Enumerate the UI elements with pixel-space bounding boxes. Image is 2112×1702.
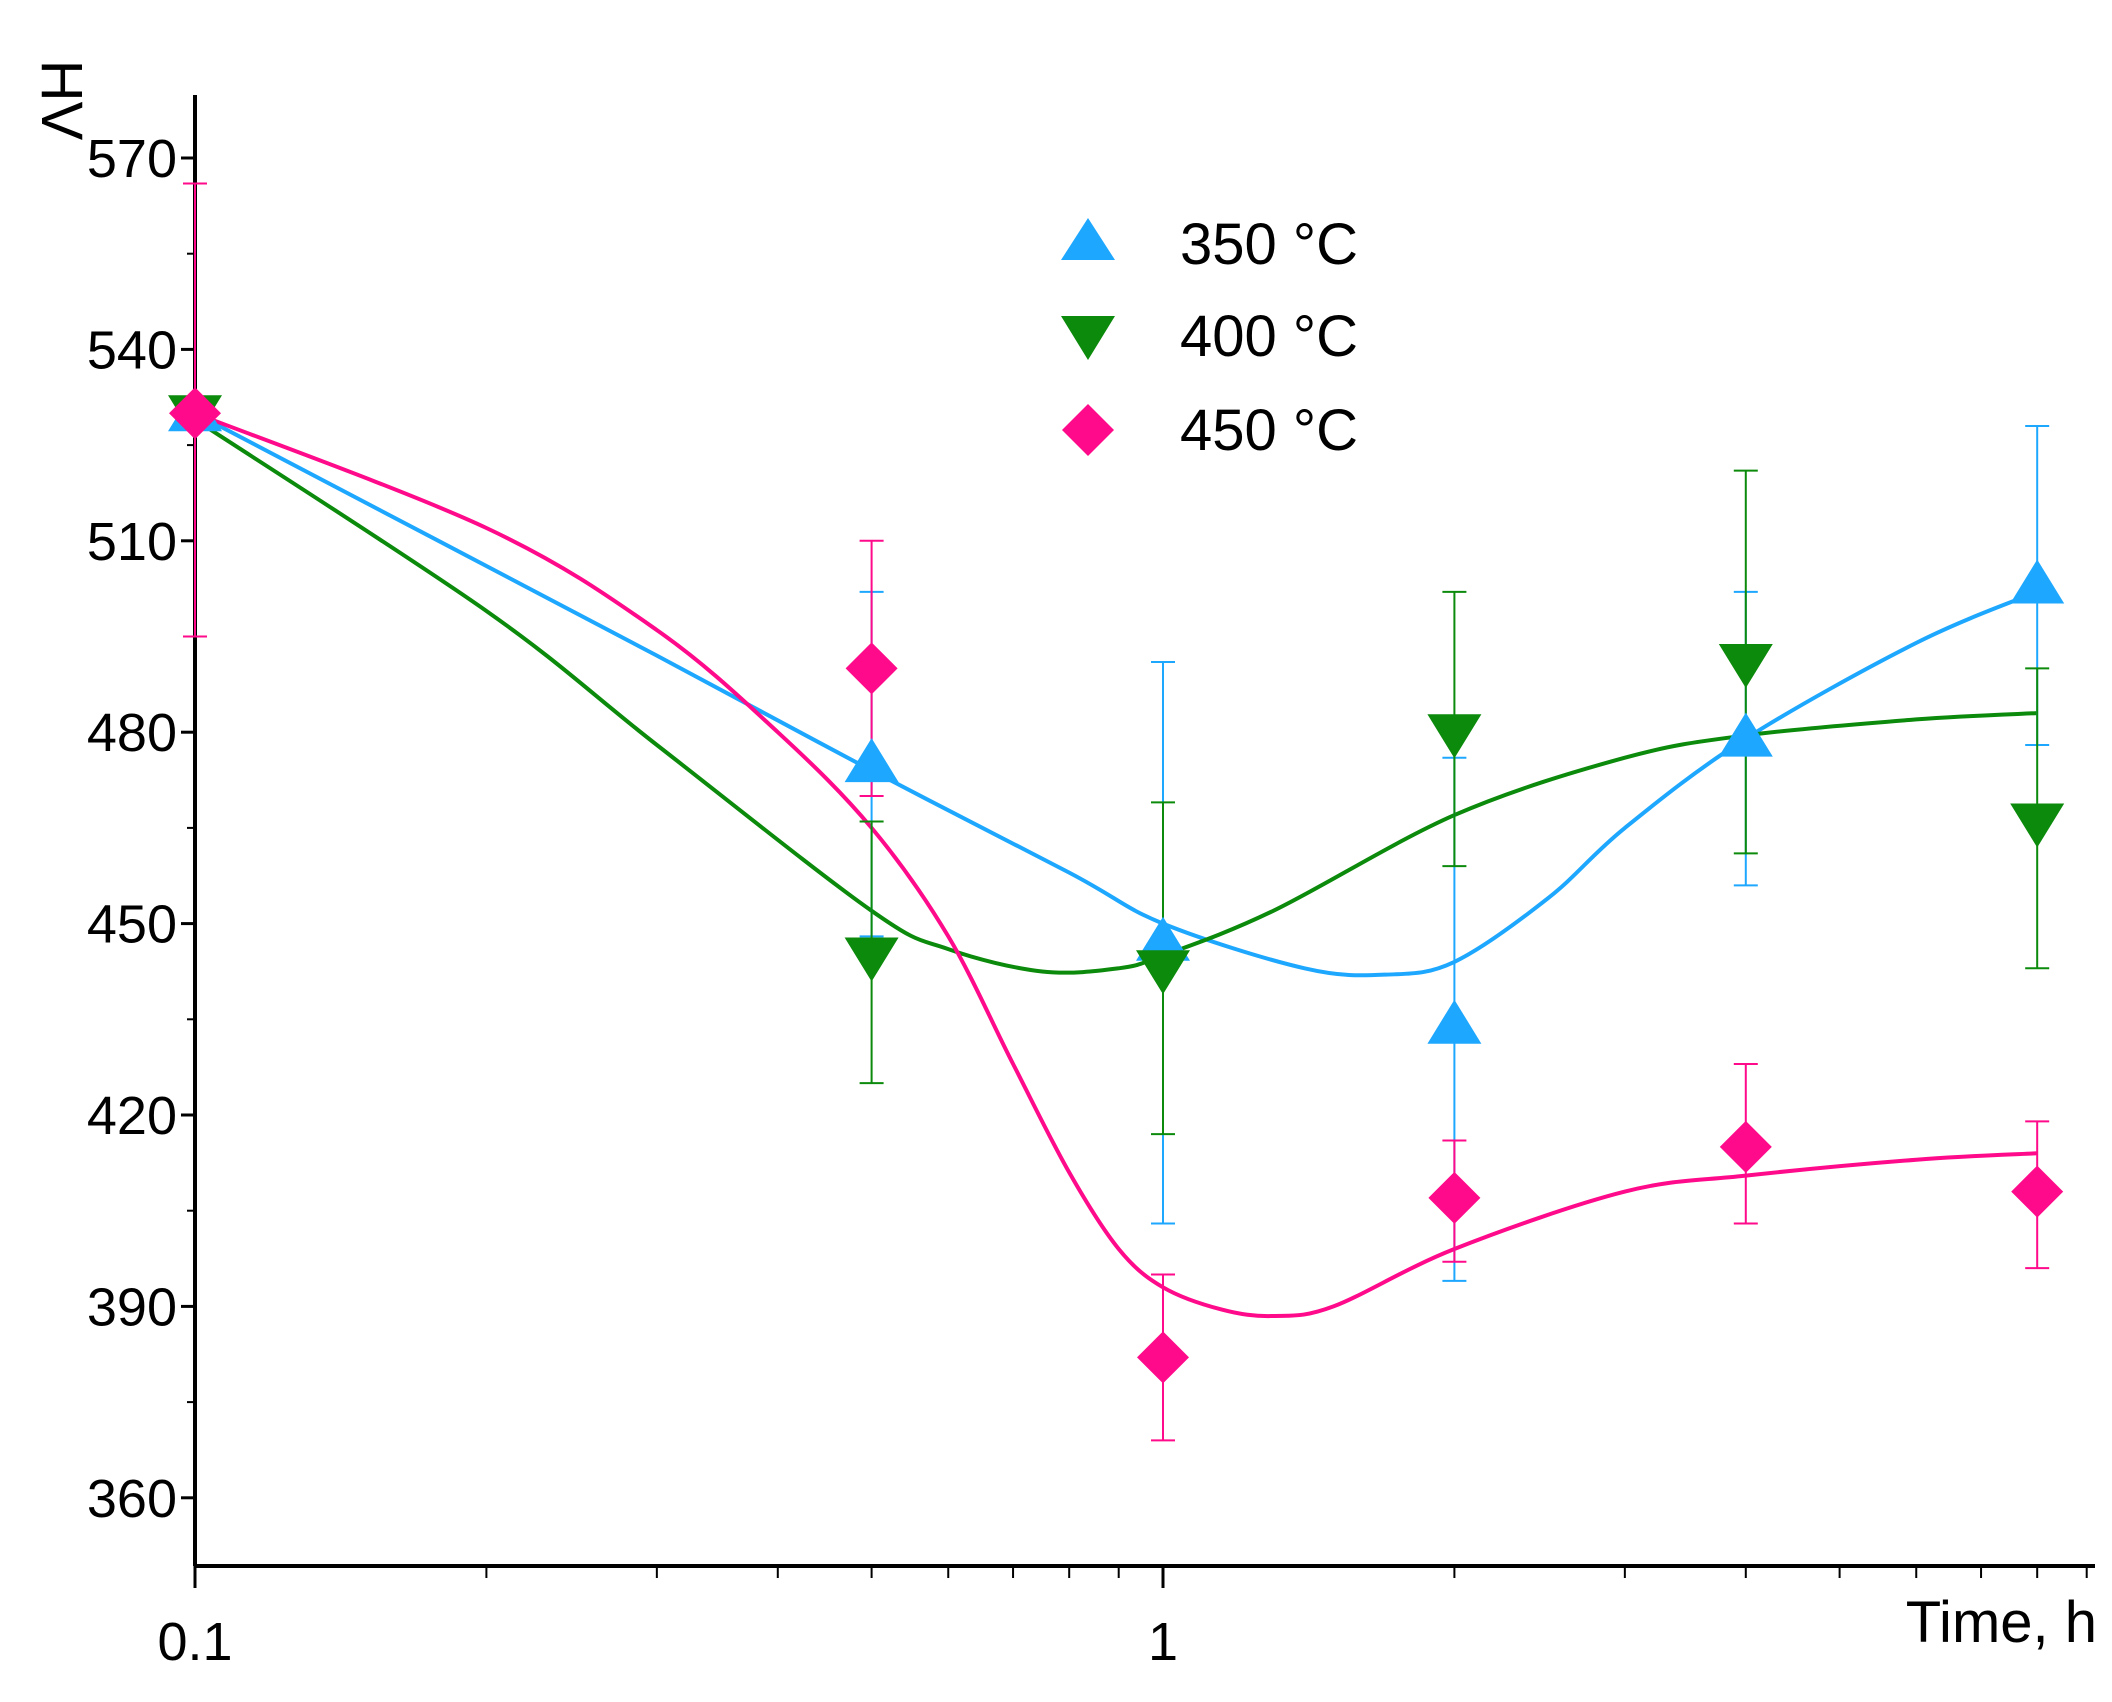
y-tick-label: 510 [87,512,177,572]
marker-350 [1427,999,1482,1044]
x-tick-label: 1 [1148,1612,1178,1672]
legend-label-350: 350 °C [1180,212,1358,277]
legend-marker-triangle-up [1061,218,1115,260]
fit-curve-350 [194,411,2038,978]
legend-item-350: 350 °C [1061,212,1358,277]
x-axis-title: Time, h [1906,1590,2097,1655]
marker-450 [169,387,221,440]
y-tick-label: 390 [87,1277,177,1337]
legend-marker-diamond [1062,404,1114,456]
marker-450 [845,642,898,695]
y-tick-label: 570 [87,129,177,189]
fit-curves [193,411,2038,1319]
legend-label-450: 450 °C [1180,398,1358,463]
marker-350 [844,738,899,783]
fit-curve-400 [193,417,2038,975]
marker-450 [2011,1165,2064,1218]
y-tick-label: 540 [87,320,177,380]
y-axis-title: HV [29,60,94,141]
marker-400 [1718,644,1773,688]
y-tick-label: 450 [87,895,177,955]
legend-label-400: 400 °C [1180,304,1358,369]
y-tick-label: 480 [87,703,177,763]
marker-450 [1719,1120,1772,1173]
marker-350 [1136,916,1190,961]
marker-450 [1137,1331,1189,1384]
marker-400 [1427,714,1482,759]
legend-item-400: 400 °C [1061,304,1358,369]
marker-400 [844,937,899,982]
x-ticks: 0.1 1 [157,1566,2088,1672]
marker-400 [1136,950,1190,995]
marker-400 [2010,803,2065,848]
marker-350 [2010,559,2065,604]
y-tick-label: 420 [87,1086,177,1146]
legend-item-450: 450 °C [1062,398,1358,463]
markers [168,387,2065,1384]
x-tick-label: 0.1 [157,1612,232,1672]
y-tick-label: 360 [87,1469,177,1529]
legend: 350 °C 400 °C 450 °C [1061,212,1358,463]
fit-curve-450 [194,411,2038,1319]
marker-450 [1428,1171,1481,1224]
error-bars [183,182,2050,1442]
marker-350 [1718,712,1773,757]
y-ticks: 360 390 420 450 480 510 540 570 [87,129,196,1529]
legend-marker-triangle-down [1061,316,1115,360]
